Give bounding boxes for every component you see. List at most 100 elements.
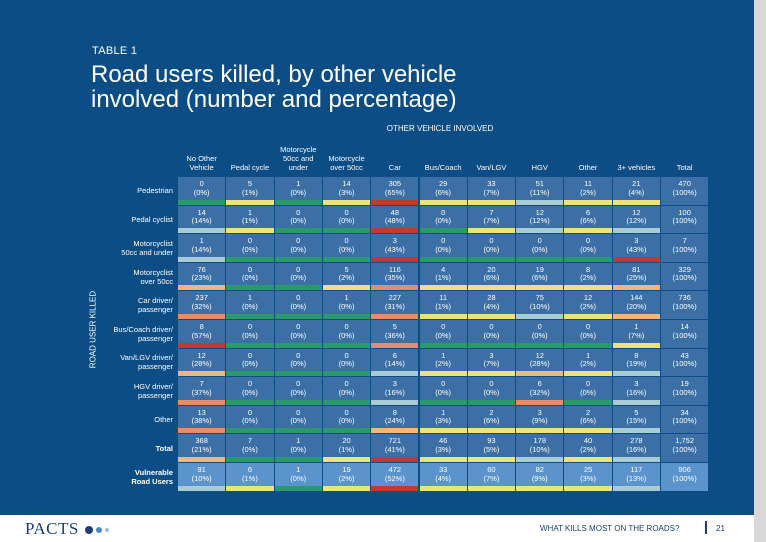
cell-stripe (274, 228, 322, 234)
cell-number: 11 (584, 179, 592, 188)
cell-number: 0 (296, 350, 301, 360)
cell-percent: (3%) (435, 416, 452, 426)
cell-number: 14 (342, 179, 351, 188)
cell-percent: (2%) (580, 359, 596, 369)
cell-stripe (612, 428, 660, 434)
cell-number: 6 (585, 207, 591, 217)
column-header: Motorcycle over 50cc (328, 154, 365, 172)
cell-number: 368 (195, 436, 208, 446)
cell-stripe (226, 228, 274, 234)
cell: 736 (100%) (661, 291, 709, 319)
cell-percent: (2%) (580, 273, 596, 283)
group-label: OTHER VEHICLE INVOLVED (386, 124, 494, 133)
cell-stripe (467, 399, 516, 405)
cell-percent: (100%) (672, 416, 697, 426)
cell: 0 (0%) (564, 234, 612, 262)
cell-number: 0 (344, 322, 349, 331)
cell: 237 (32%) (178, 291, 226, 319)
cell-number: 11 (439, 293, 448, 303)
column-header: Other (578, 163, 598, 172)
cell: 1 (2%) (419, 348, 467, 377)
cell-percent: (14%) (384, 359, 405, 369)
cell-percent: (7%) (628, 330, 645, 340)
cell: 3 (16%) (371, 377, 419, 405)
cell: 368 (21%) (178, 434, 226, 462)
cell-number: 60 (487, 465, 496, 474)
cell: 7 (100%) (661, 234, 709, 262)
cell: 81 (25%) (612, 262, 660, 291)
cell-number: 5 (344, 264, 349, 274)
cell-number: 34 (680, 407, 689, 417)
row-header: Total (155, 443, 173, 453)
cell-number: 0 (585, 322, 591, 331)
cell-stripe (516, 456, 564, 462)
cell-stripe (178, 399, 226, 405)
cell-number: 46 (438, 436, 448, 446)
cell: 0 (0%) (516, 234, 564, 262)
cell: 0 (0%) (467, 320, 516, 348)
cell: 33 (4%) (419, 463, 467, 491)
cell-number: 0 (585, 236, 591, 246)
cell-number: 5 (634, 407, 639, 417)
cell: 100 (100%) (661, 205, 709, 234)
cell-stripe (226, 371, 274, 377)
cell-stripe (178, 371, 226, 377)
cell-number: 0 (344, 350, 349, 360)
cell-number: 21 (632, 179, 641, 188)
cell-number: 7 (682, 236, 687, 246)
cell-percent: (1%) (242, 473, 258, 483)
cell-percent: (3%) (435, 444, 452, 454)
cell-percent: (2%) (338, 473, 355, 483)
cell-number: 93 (487, 436, 496, 446)
cell-percent: (9%) (531, 473, 548, 483)
cell: 12 (28%) (516, 348, 564, 377)
cell: 3 (7%) (467, 348, 516, 377)
cell-stripe (467, 285, 516, 291)
row-header: Van/LGV driver/ passenger (120, 353, 173, 372)
cell-stripe (467, 428, 516, 434)
cell-number: 12 (535, 350, 544, 360)
cell-stripe (467, 485, 516, 491)
cell-stripe (419, 228, 467, 234)
cell-number: 278 (630, 436, 643, 446)
cell: 75 (10%) (516, 291, 564, 319)
cell-percent: (12%) (529, 216, 550, 226)
cell-number: 0 (296, 379, 301, 389)
cell-number: 40 (583, 436, 593, 446)
cell-number: 29 (438, 179, 448, 188)
cell-number: 0 (441, 207, 446, 217)
cell-number: 0 (537, 322, 542, 331)
cell-percent: (6%) (531, 273, 548, 283)
cell-number: 33 (487, 179, 496, 188)
cell: 0 (0%) (419, 234, 467, 262)
cell: 5 (36%) (371, 320, 419, 348)
cell-number: 0 (489, 379, 494, 389)
cell-stripe (371, 399, 419, 405)
cell-percent: (43%) (626, 244, 647, 254)
cell-percent: (0%) (338, 216, 355, 226)
cell: 11 (1%) (419, 291, 467, 319)
cell-number: 0 (344, 236, 349, 246)
cell-percent: (0%) (290, 216, 307, 226)
cell-stripe (274, 456, 322, 462)
cell-percent: (100%) (672, 330, 697, 340)
column-header: Van/LGV (476, 163, 507, 172)
cell-percent: (0%) (483, 330, 500, 340)
cell-stripe (226, 456, 274, 462)
cell-stripe (371, 256, 419, 262)
cell-percent: (0%) (531, 330, 548, 340)
cell-percent: (0%) (242, 444, 258, 454)
cell: 4 (1%) (419, 262, 467, 291)
cell-stripe (467, 228, 516, 234)
cell-stripe (178, 313, 226, 319)
cell-stripe (274, 199, 322, 205)
cell: 33 (7%) (467, 177, 516, 205)
cell: 12 (12%) (516, 205, 564, 234)
cell-percent: (0%) (338, 244, 355, 254)
cell-percent: (1%) (435, 273, 452, 283)
cell-number: 0 (537, 236, 542, 246)
cell-percent: (0%) (338, 359, 355, 369)
cell-percent: (0%) (338, 330, 355, 340)
cell: 60 (7%) (467, 463, 516, 491)
